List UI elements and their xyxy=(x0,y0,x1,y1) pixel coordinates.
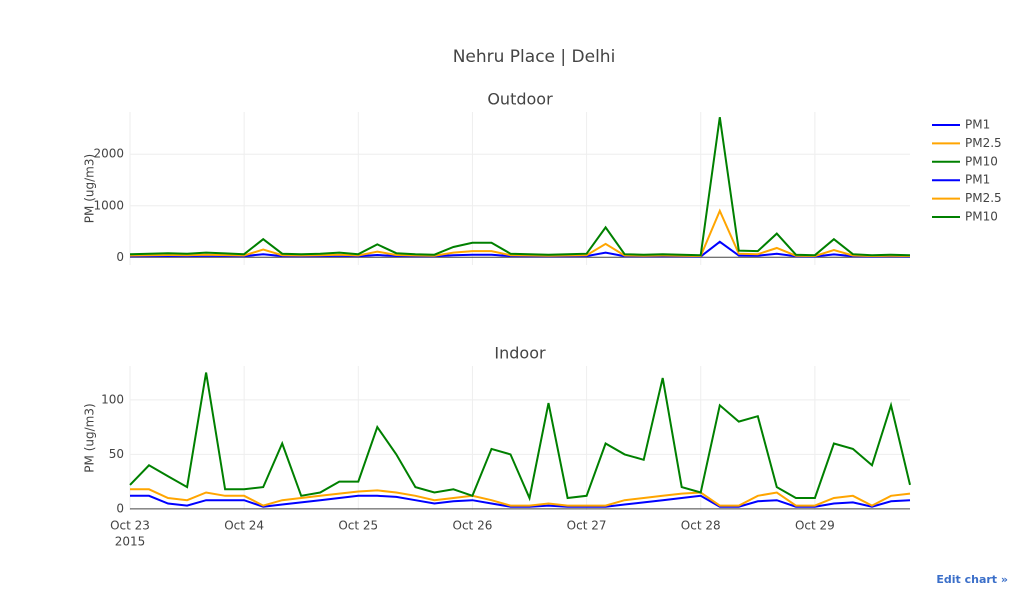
x-tick-label: Oct 24 xyxy=(224,519,264,533)
x-tick-label: Oct 27 xyxy=(567,519,607,533)
x-tick-label: Oct 29 xyxy=(795,519,835,533)
legend-label: PM1 xyxy=(965,118,990,132)
legend-label: PM10 xyxy=(965,210,998,224)
data-line xyxy=(130,494,911,508)
subplot-title: Outdoor xyxy=(487,90,553,109)
x-tick-label: Oct 23 xyxy=(110,519,150,533)
y-tick-label: 0 xyxy=(116,501,124,515)
subplot-title: Indoor xyxy=(494,344,546,363)
data-line xyxy=(129,372,911,502)
x-tick-label: Oct 28 xyxy=(681,519,721,533)
y-tick-label: 0 xyxy=(116,250,124,264)
legend-label: PM2.5 xyxy=(965,136,1002,150)
y-axis-title: PM (ug/m3) xyxy=(83,403,97,472)
legend-label: PM10 xyxy=(965,154,998,168)
y-tick-label: 100 xyxy=(101,392,124,406)
legend-label: PM2.5 xyxy=(965,191,1002,205)
x-year-label: 2015 xyxy=(115,535,146,549)
x-tick-label: Oct 25 xyxy=(338,519,378,533)
chart-title: Nehru Place | Delhi xyxy=(453,47,616,67)
y-axis-title: PM (ug/m3) xyxy=(83,154,97,223)
legend-label: PM1 xyxy=(965,173,990,187)
data-line xyxy=(129,117,911,257)
y-tick-label: 1000 xyxy=(93,198,124,212)
x-tick-label: Oct 26 xyxy=(453,519,493,533)
y-tick-label: 50 xyxy=(109,447,124,461)
edit-chart-link[interactable]: Edit chart » xyxy=(936,573,1008,586)
y-tick-label: 2000 xyxy=(93,147,124,161)
data-line xyxy=(129,208,911,258)
data-line xyxy=(130,488,911,507)
